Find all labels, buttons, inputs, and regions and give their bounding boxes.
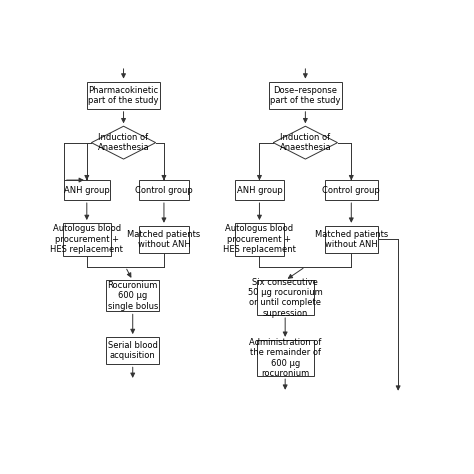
Text: Matched patients
without ANH: Matched patients without ANH [128,230,201,249]
FancyBboxPatch shape [325,180,378,200]
FancyBboxPatch shape [106,281,159,311]
Text: Matched patients
without ANH: Matched patients without ANH [315,230,388,249]
Text: Rocuronium
600 μg
single bolus: Rocuronium 600 μg single bolus [108,281,158,311]
Text: ANH group: ANH group [237,186,283,195]
FancyBboxPatch shape [106,337,159,365]
Text: Autologus blood
procurement +
HES replacement: Autologus blood procurement + HES replac… [223,225,296,254]
Text: Pharmacokinetic
part of the study: Pharmacokinetic part of the study [88,85,159,105]
FancyBboxPatch shape [63,223,110,256]
FancyBboxPatch shape [139,180,189,200]
Text: Induction of
Anaesthesia: Induction of Anaesthesia [98,133,149,152]
Polygon shape [273,126,337,159]
FancyBboxPatch shape [257,281,314,315]
Polygon shape [91,126,155,159]
Text: Administration of
the remainder of
600 μg
rocuronium: Administration of the remainder of 600 μ… [249,338,321,378]
Text: ANH group: ANH group [64,186,109,195]
Text: Serial blood
acquisition: Serial blood acquisition [108,341,158,360]
FancyBboxPatch shape [139,226,189,253]
FancyBboxPatch shape [87,82,160,109]
FancyBboxPatch shape [235,180,284,200]
Text: Six consecutive
50 μg rocuronium
or until complete
supression: Six consecutive 50 μg rocuronium or unti… [248,278,322,318]
FancyBboxPatch shape [235,223,284,256]
FancyBboxPatch shape [269,82,342,109]
Text: Control group: Control group [322,186,380,195]
Text: Induction of
Anaesthesia: Induction of Anaesthesia [280,133,331,152]
FancyBboxPatch shape [257,340,314,376]
FancyBboxPatch shape [64,180,110,200]
Text: Control group: Control group [135,186,193,195]
FancyBboxPatch shape [325,226,378,253]
Text: Autologus blood
procurement +
HES replacement: Autologus blood procurement + HES replac… [50,225,123,254]
Text: Dose–response
part of the study: Dose–response part of the study [270,85,341,105]
